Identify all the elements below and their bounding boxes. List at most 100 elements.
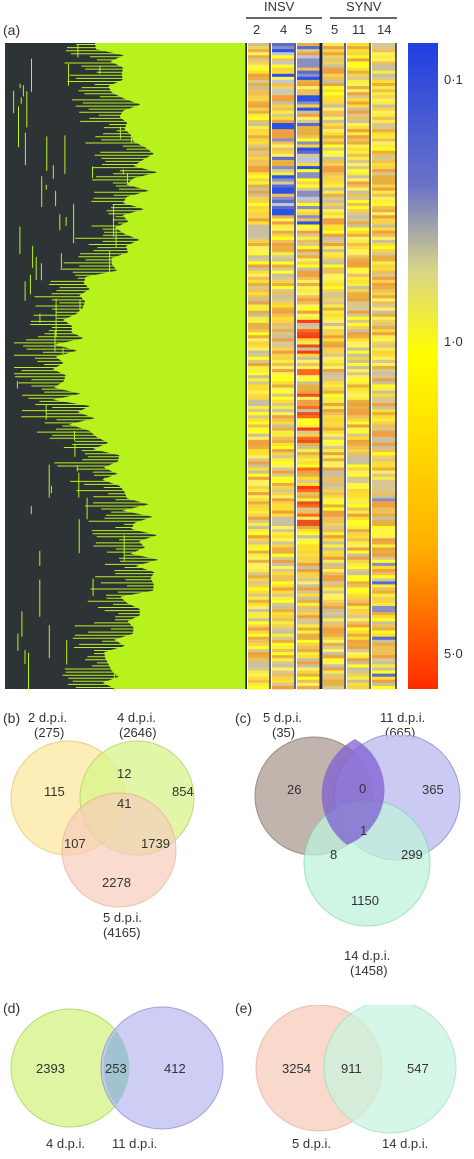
heatmap-cell xyxy=(297,132,320,136)
heatmap-cell xyxy=(297,655,320,659)
heatmap-cell xyxy=(372,498,396,502)
heatmap-cell xyxy=(347,199,369,204)
heatmap-cell xyxy=(248,649,269,653)
heatmap-cell xyxy=(272,550,294,555)
heatmap-cell xyxy=(248,218,269,222)
heatmap-cell xyxy=(347,550,369,555)
heatmap-cell xyxy=(297,652,320,656)
heatmap-cell xyxy=(372,202,396,207)
heatmap-cell xyxy=(372,467,396,471)
heatmap-cell xyxy=(297,162,320,167)
heatmap-cell xyxy=(323,49,344,53)
heatmap-cell xyxy=(372,544,396,548)
heatmap-cell xyxy=(347,618,369,622)
heatmap-cell xyxy=(272,366,294,370)
heatmap-cell xyxy=(297,507,320,511)
heatmap-cell xyxy=(248,270,269,275)
heatmap-cell xyxy=(297,615,320,619)
heatmap-cell xyxy=(248,565,269,570)
heatmap-cell xyxy=(372,581,396,585)
heatmap-cell xyxy=(272,350,294,355)
heatmap-cell xyxy=(347,412,369,416)
heatmap-cell xyxy=(323,104,344,108)
heatmap-cell xyxy=(323,178,344,182)
heatmap-cell xyxy=(372,578,396,582)
heatmap-cell xyxy=(272,455,294,459)
heatmap-cell xyxy=(323,405,344,410)
heatmap-cell xyxy=(347,547,369,551)
heatmap-cell xyxy=(372,553,396,558)
heatmap-cell xyxy=(297,501,320,505)
heatmap-cell xyxy=(372,378,396,382)
heatmap-cell xyxy=(248,495,269,499)
heatmap-cell xyxy=(323,193,344,198)
heatmap-cell xyxy=(372,562,396,567)
heatmap-cell xyxy=(248,230,269,235)
heatmap-cell xyxy=(248,64,269,69)
heatmap-cell xyxy=(323,649,344,653)
heatmap-cell xyxy=(372,322,396,327)
heatmap-cell xyxy=(272,144,294,148)
heatmap-cell xyxy=(248,455,269,459)
heatmap-cell xyxy=(347,378,369,382)
heatmap-cell xyxy=(297,415,320,419)
venn-c-ab-overlap xyxy=(321,739,385,845)
heatmap-cell xyxy=(297,76,320,81)
heatmap-cell xyxy=(272,79,294,84)
heatmap-cell xyxy=(297,347,320,352)
heatmap-cell xyxy=(372,359,396,364)
heatmap-cell xyxy=(372,338,396,342)
heatmap-cell xyxy=(248,498,269,502)
heatmap-cell xyxy=(272,510,294,515)
heatmap-cell xyxy=(248,645,269,650)
venn-e-circle-b xyxy=(323,1005,457,1134)
heatmap-cell xyxy=(272,609,294,613)
heatmap-cell xyxy=(347,215,369,219)
heatmap-cell xyxy=(297,184,320,188)
heatmap-cell xyxy=(347,658,369,662)
heatmap-cell xyxy=(372,104,396,108)
heatmap-cell xyxy=(248,516,269,521)
heatmap-cell xyxy=(297,338,320,342)
heatmap-cell xyxy=(372,209,396,213)
heatmap-cell xyxy=(347,82,369,87)
heatmap-cell xyxy=(323,199,344,204)
heatmap-cell xyxy=(272,556,294,561)
heatmap-cell xyxy=(297,61,320,65)
heatmap-cell xyxy=(272,516,294,521)
heatmap-cell xyxy=(248,427,269,431)
heatmap-cell xyxy=(272,362,294,367)
heatmap-cell xyxy=(372,132,396,136)
heatmap-cell xyxy=(297,304,320,308)
heatmap-cell xyxy=(272,412,294,416)
heatmap-cell xyxy=(323,132,344,136)
heatmap-cell xyxy=(323,565,344,570)
heatmap-cell xyxy=(372,298,396,302)
heatmap-cell xyxy=(372,492,396,496)
heatmap-cell xyxy=(372,630,396,635)
heatmap-cell xyxy=(272,445,294,450)
heatmap-cell xyxy=(248,492,269,496)
heatmap-cell xyxy=(323,673,344,678)
heatmap-cell xyxy=(372,633,396,638)
heatmap-cell xyxy=(347,615,369,619)
heatmap-cell xyxy=(323,550,344,555)
heatmap-cell xyxy=(272,356,294,361)
heatmap-cell xyxy=(347,153,369,158)
heatmap-cell xyxy=(248,535,269,539)
heatmap-cell xyxy=(297,249,320,253)
heatmap-cell xyxy=(272,255,294,259)
heatmap-cell xyxy=(372,461,396,465)
heatmap-cell xyxy=(347,602,369,607)
heatmap-cell xyxy=(297,356,320,361)
heatmap-cell xyxy=(248,621,269,625)
heatmap-cell xyxy=(272,504,294,508)
heatmap-cell xyxy=(297,612,320,616)
heatmap-cell xyxy=(372,316,396,321)
heatmap-cell xyxy=(372,344,396,348)
heatmap-cell xyxy=(272,372,294,376)
heatmap-cell xyxy=(323,236,344,241)
heatmap-cell xyxy=(272,578,294,582)
heatmap-cell xyxy=(297,126,320,130)
heatmap-cell xyxy=(297,230,320,235)
